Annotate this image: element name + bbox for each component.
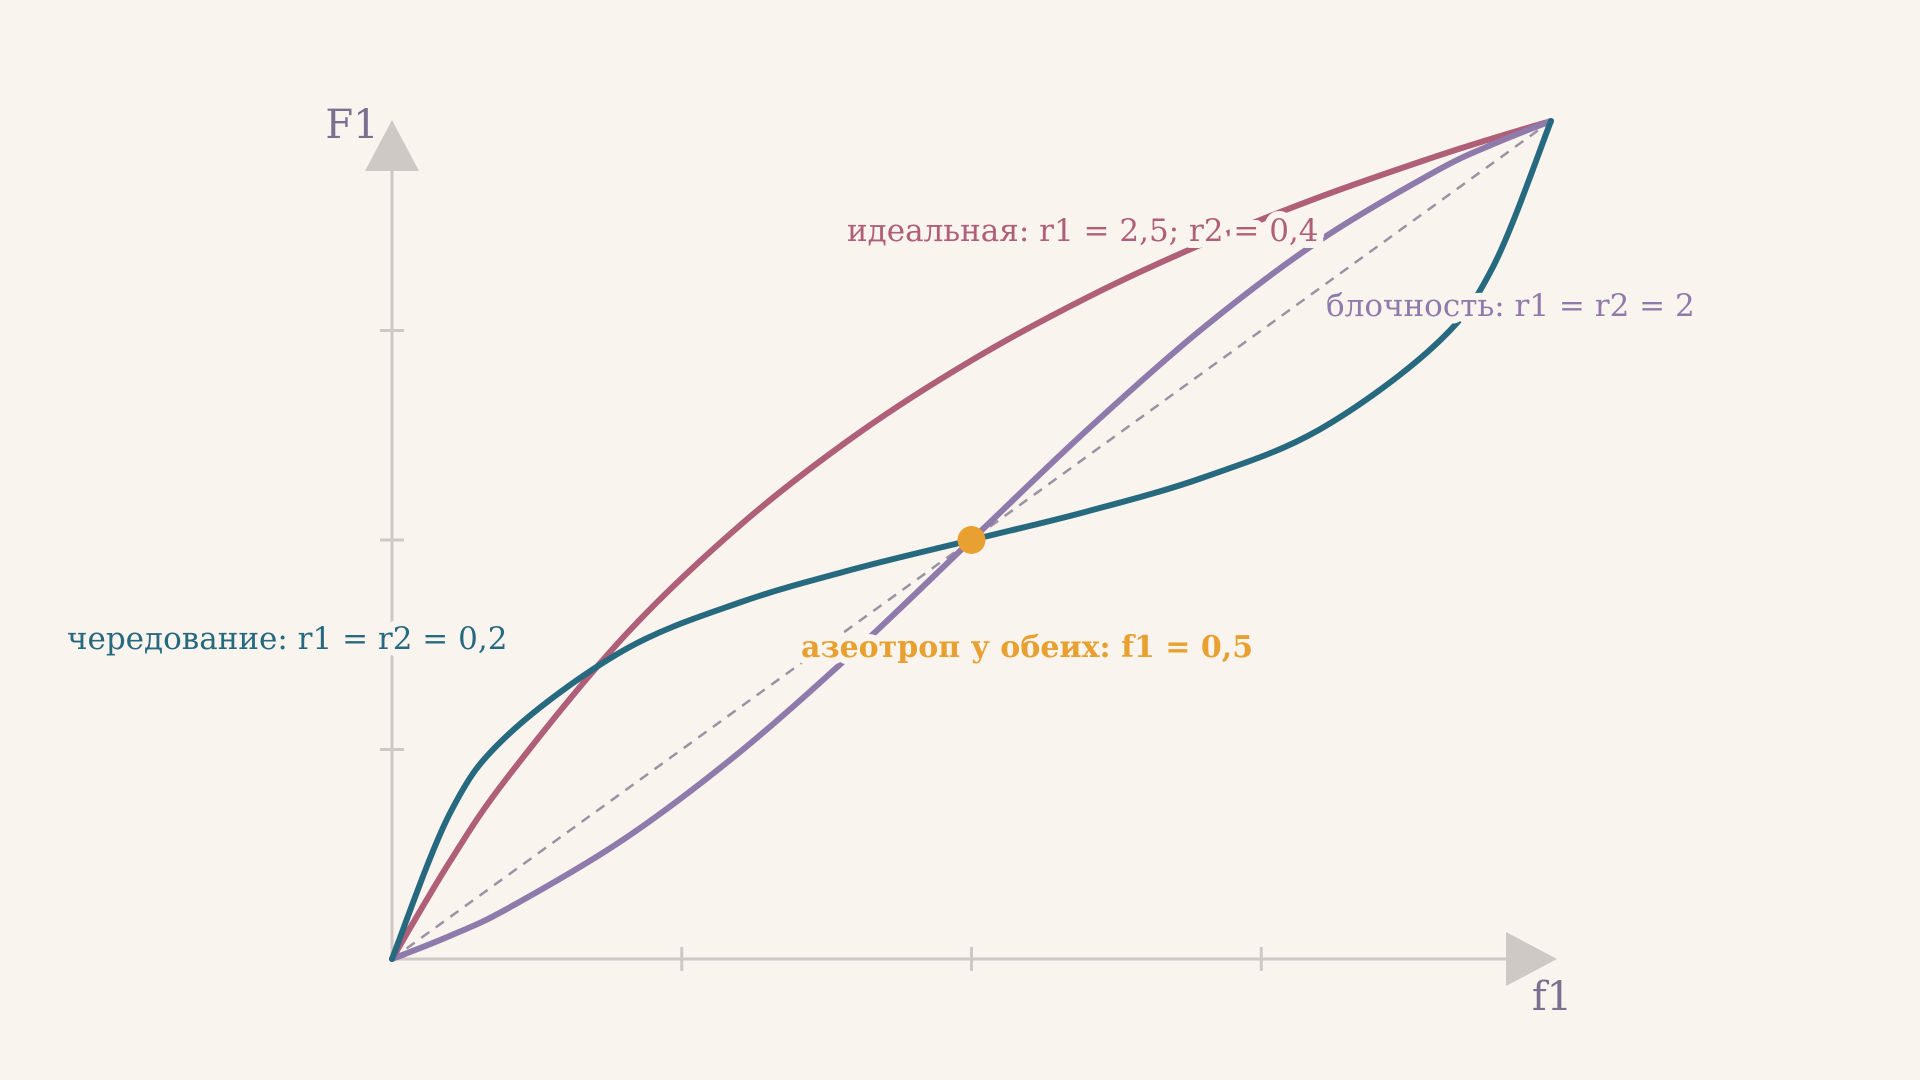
x-arrow xyxy=(1506,932,1557,986)
series-line xyxy=(389,118,1554,962)
series-label: чередование: r1 = r2 = 0,2 xyxy=(67,621,507,657)
axes xyxy=(365,120,1557,986)
y-axis-label: F1 xyxy=(325,102,378,148)
diagonal xyxy=(391,119,1552,961)
series-label: блочность: r1 = r2 = 2 xyxy=(1326,288,1695,324)
y-arrow xyxy=(365,120,419,171)
azeotrope-point xyxy=(957,526,986,554)
azeotrope-label: азеотроп у обеих: f1 = 0,5 xyxy=(801,630,1253,665)
series-label: идеальная: r1 = 2,5; r2 = 0,4 xyxy=(847,213,1319,249)
x-axis-label: f1 xyxy=(1532,974,1572,1020)
